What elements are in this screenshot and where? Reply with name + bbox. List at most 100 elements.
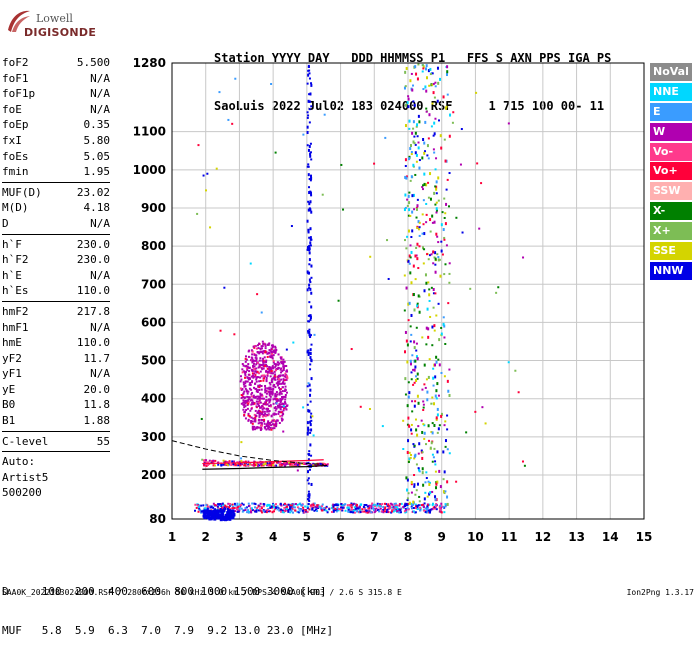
es-echo <box>224 507 227 510</box>
spread-f-echo <box>268 368 271 371</box>
spread-f-echo <box>258 405 261 408</box>
interference-echo <box>407 95 410 98</box>
spread-f-echo <box>263 374 266 377</box>
interference-echo <box>448 134 451 138</box>
es-echo <box>336 506 339 509</box>
autoscaling-info: 500200 <box>2 486 42 500</box>
interference-echo <box>413 454 416 458</box>
interference-echo <box>433 220 436 224</box>
noise-echo <box>282 430 285 433</box>
header-labels: Station YYYY DAY DDD HHMMSS P1 FFS S AXN… <box>214 51 612 65</box>
interference-echo <box>446 495 449 499</box>
interference-echo <box>308 287 311 290</box>
es-echo <box>368 504 371 507</box>
interference-echo <box>415 246 418 249</box>
interference-echo <box>447 205 450 208</box>
x-tick-label: 11 <box>501 530 518 544</box>
spread-f-echo <box>260 393 263 396</box>
es-echo <box>376 509 379 512</box>
es-echo <box>311 508 314 511</box>
es-echo <box>230 503 233 506</box>
interference-echo <box>421 471 424 475</box>
spread-f-echo <box>248 370 251 373</box>
interference-echo <box>437 427 440 431</box>
interference-echo <box>428 358 431 361</box>
spread-f-echo <box>259 357 262 360</box>
f2-echo <box>204 463 207 466</box>
f2-echo <box>253 464 256 467</box>
interference-echo <box>417 425 420 428</box>
spread-f-echo <box>268 366 271 369</box>
spread-f-echo <box>263 377 266 380</box>
spread-f-echo <box>260 421 263 424</box>
es-echo <box>260 510 263 513</box>
noise-echo <box>312 434 315 437</box>
f2-echo <box>294 464 297 467</box>
software-version: Ion2Png 1.3.17 <box>626 588 694 597</box>
spread-f-echo <box>255 359 258 362</box>
interference-echo <box>443 197 446 200</box>
es-echo <box>214 504 217 507</box>
interference-echo <box>429 446 432 450</box>
y-tick-label: 200 <box>141 468 166 482</box>
interference-echo <box>408 157 411 161</box>
interference-echo <box>309 316 312 320</box>
interference-echo <box>306 350 309 354</box>
interference-echo <box>308 108 311 111</box>
spread-f-echo <box>247 402 250 405</box>
spread-f-echo <box>262 379 265 382</box>
es-echo <box>392 506 395 509</box>
spread-f-echo <box>273 375 276 378</box>
y-tick-label: 400 <box>141 392 166 406</box>
interference-echo <box>405 339 408 343</box>
es-echo <box>335 504 338 507</box>
f2-echo <box>252 464 255 467</box>
spread-f-echo <box>270 351 273 354</box>
spread-f-echo <box>270 370 273 373</box>
es-echo <box>370 506 373 509</box>
interference-echo <box>309 420 312 424</box>
interference-echo <box>432 91 435 95</box>
f2-echo <box>241 463 244 466</box>
es-echo <box>233 507 236 510</box>
spread-f-echo <box>268 400 271 403</box>
interference-echo <box>443 236 446 239</box>
spread-f-echo <box>277 410 280 413</box>
spread-f-echo <box>247 366 250 369</box>
interference-echo <box>405 175 408 178</box>
param-row: MUF(D) 23.02 <box>2 185 110 201</box>
es-echo <box>197 506 200 509</box>
interference-echo <box>427 327 430 331</box>
f2-echo <box>291 463 294 466</box>
interference-echo <box>416 482 419 486</box>
spread-f-echo <box>246 390 249 393</box>
interference-echo <box>408 391 411 395</box>
interference-echo <box>425 110 428 113</box>
es-echo <box>428 503 431 506</box>
interference-echo <box>310 359 313 363</box>
interference-echo <box>431 490 434 493</box>
interference-echo <box>418 245 421 248</box>
param-row: foEp 0.35 <box>2 117 110 133</box>
es-echo <box>344 509 347 512</box>
interference-echo <box>423 363 426 367</box>
param-value: 110.0 <box>76 284 110 298</box>
f2-echo <box>247 463 250 466</box>
es-echo <box>358 508 361 511</box>
spread-f-echo <box>274 420 277 423</box>
noise-echo <box>402 448 405 451</box>
y-tick-label: 800 <box>141 239 166 253</box>
es-echo <box>381 503 384 506</box>
spread-f-echo <box>250 368 253 371</box>
interference-echo <box>442 478 445 481</box>
spread-f-echo <box>283 382 286 385</box>
spread-f-echo <box>243 406 246 409</box>
es-echo <box>424 507 427 510</box>
es-echo <box>311 507 314 510</box>
es-echo <box>233 502 236 505</box>
spread-f-echo <box>270 428 273 431</box>
interference-echo <box>427 157 430 160</box>
f2-echo <box>205 459 208 462</box>
es-echo <box>229 507 232 510</box>
es-echo <box>394 505 397 508</box>
